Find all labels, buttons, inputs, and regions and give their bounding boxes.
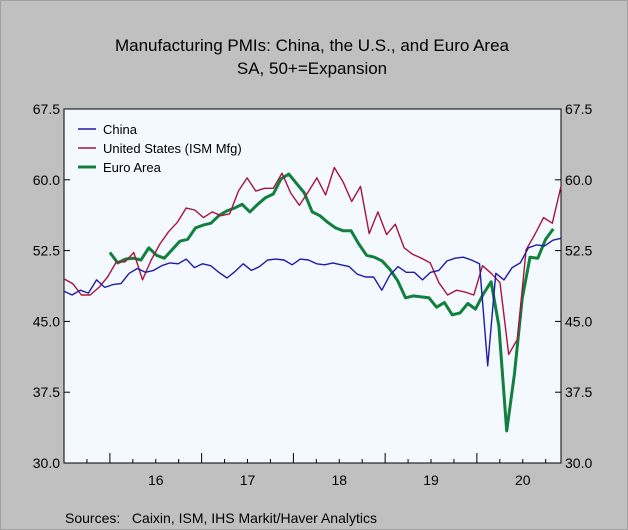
x-tick-label: 18 [331,472,347,488]
y-tick-label-left: 52.5 [33,243,60,259]
y-axis-left: 30.0 37.5 45.0 52.5 60.0 67.5 [33,101,70,471]
series-line-1 [63,166,562,356]
x-axis: 16 17 18 19 20 [63,453,547,488]
legend-label: China [103,122,138,137]
plot-area [63,108,562,464]
x-tick-label: 17 [240,472,256,488]
y-tick-label-left: 60.0 [33,172,60,188]
y-tick-label-right: 45.0 [565,313,592,329]
series-line-0 [63,237,562,367]
legend: China United States (ISM Mfg) Euro Area [78,122,242,175]
x-tick-label: 20 [515,472,531,488]
y-tick-label-right: 30.0 [565,455,592,471]
y-tick-label-left: 45.0 [33,313,60,329]
y-tick-label-right: 67.5 [565,101,592,117]
legend-label: United States (ISM Mfg) [103,141,242,156]
source-note: Sources: Caixin, ISM, IHS Markit/Haver A… [65,510,377,526]
x-tick-label: 19 [423,472,439,488]
series-line-2 [108,172,555,433]
y-tick-label-right: 37.5 [565,384,592,400]
y-tick-label-right: 60.0 [565,172,592,188]
chart-title: Manufacturing PMIs: China, the U.S., and… [115,36,510,55]
y-axis-right: 30.0 37.5 45.0 52.5 60.0 67.5 [555,101,592,471]
y-tick-label-left: 37.5 [33,384,60,400]
x-tick-label: 16 [148,472,164,488]
series-layer [63,166,562,433]
y-tick-label-right: 52.5 [565,243,592,259]
chart-subtitle: SA, 50+=Expansion [237,59,387,78]
y-tick-label-left: 67.5 [33,101,60,117]
legend-label: Euro Area [103,160,162,175]
y-tick-label-left: 30.0 [33,455,60,471]
